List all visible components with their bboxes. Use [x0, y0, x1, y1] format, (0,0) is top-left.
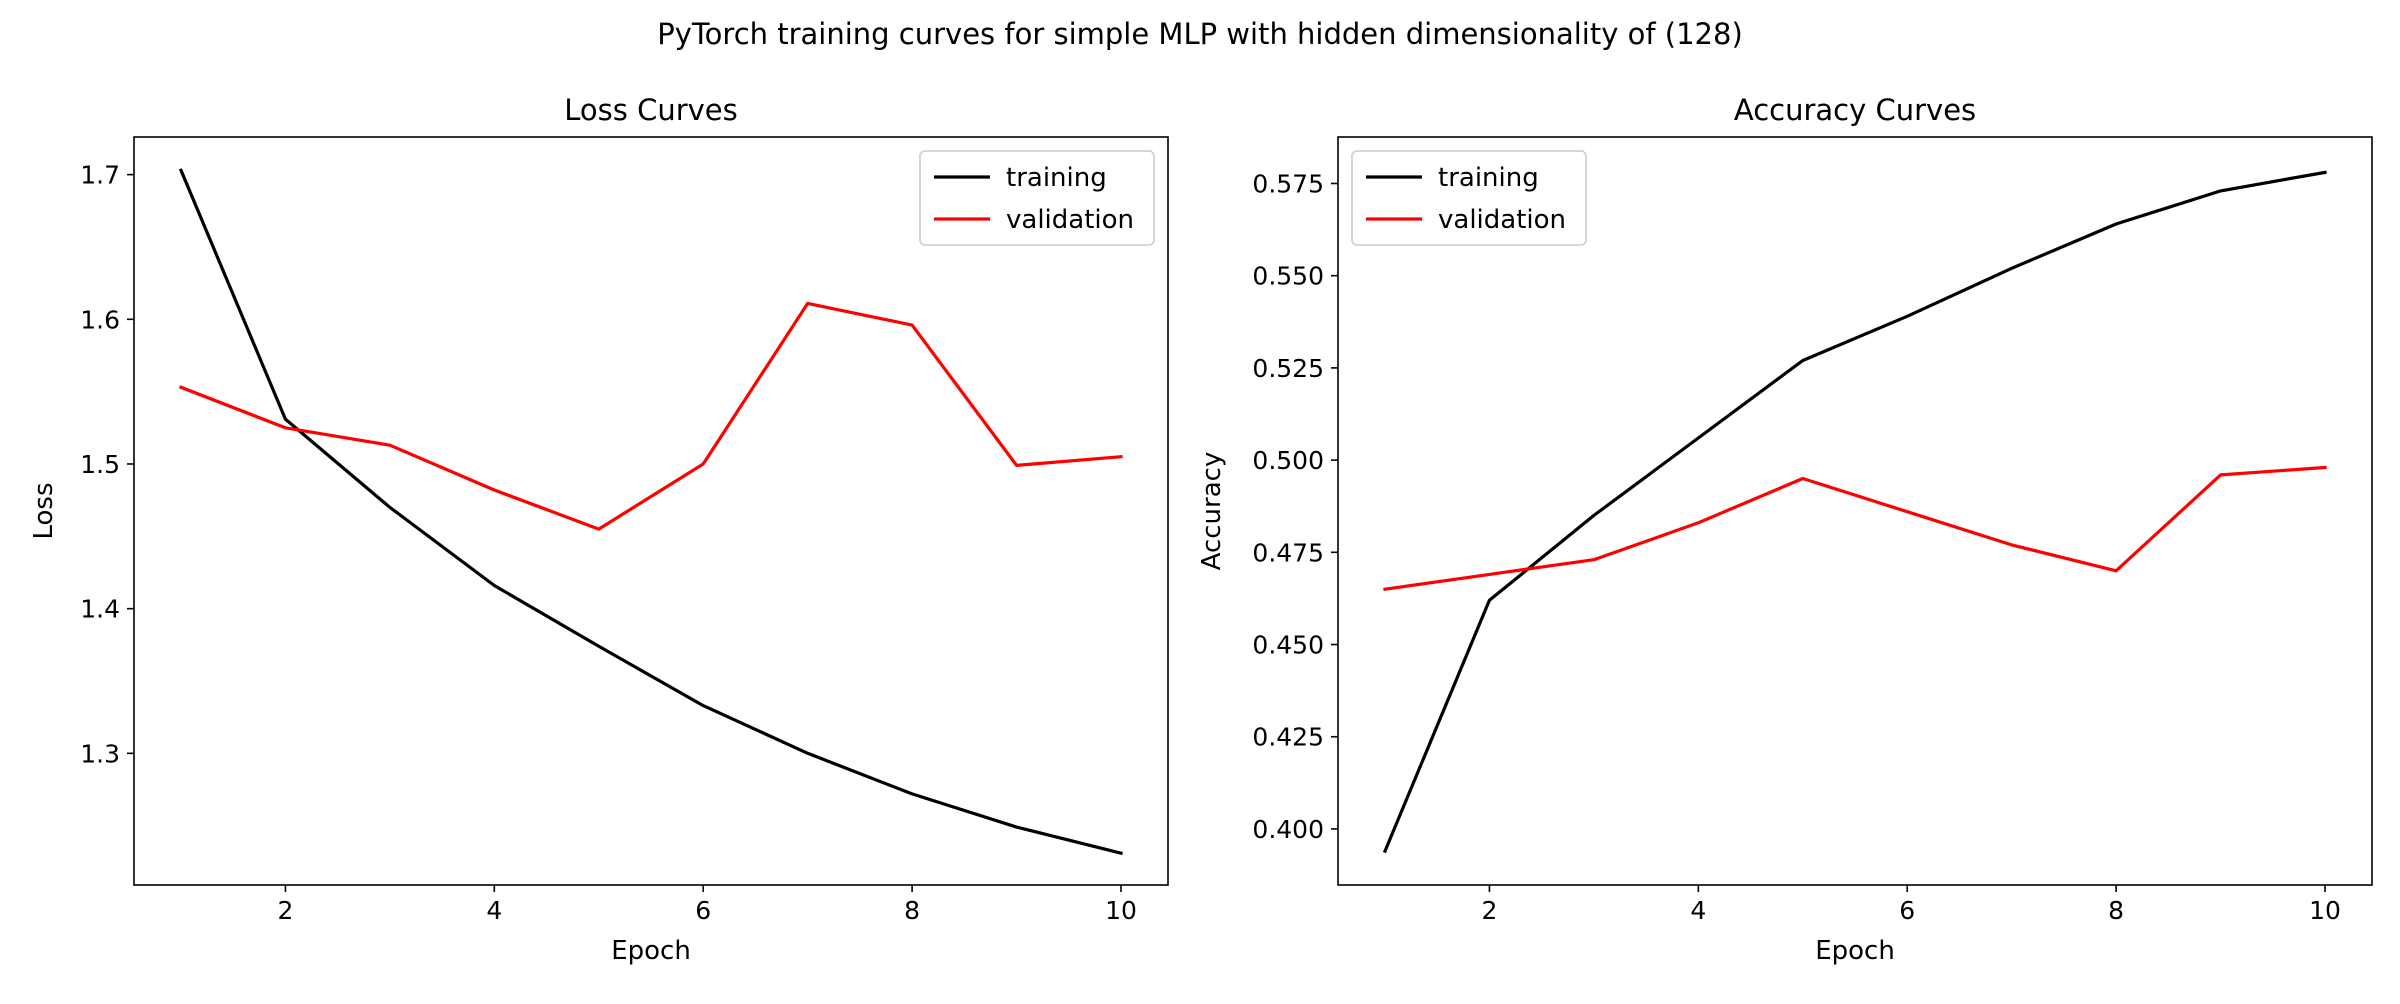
accuracy-legend-label-training: training: [1438, 163, 1539, 193]
accuracy-x-tick-label: 10: [2309, 896, 2341, 925]
accuracy-series-training-line: [1382, 170, 2327, 854]
loss-x-tick-label: 2: [277, 896, 293, 925]
accuracy-y-tick-label: 0.425: [1252, 723, 1324, 752]
accuracy-series-validation-line: [1383, 465, 2327, 592]
accuracy-legend-label-validation: validation: [1438, 205, 1566, 235]
accuracy-x-tick-label: 4: [1690, 896, 1706, 925]
figure-suptitle: PyTorch training curves for simple MLP w…: [657, 17, 1743, 51]
loss-x-tick-label: 4: [486, 896, 502, 925]
accuracy-plot-frame: [1337, 136, 2373, 886]
loss-plot-frame: [133, 136, 1169, 886]
accuracy-y-axis-label: Accuracy: [1197, 452, 1227, 571]
loss-x-tick-label: 6: [695, 896, 711, 925]
loss-y-tick-label: 1.3: [80, 739, 120, 768]
accuracy-x-tick-label: 2: [1481, 896, 1497, 925]
accuracy-x-axis-label: Epoch: [1815, 936, 1895, 966]
loss-chart-title: Loss Curves: [564, 93, 738, 127]
accuracy-legend: training validation: [1351, 150, 1587, 246]
accuracy-y-tick-label: 0.400: [1252, 815, 1324, 844]
loss-y-tick-label: 1.6: [80, 305, 120, 334]
accuracy-y-tick-label: 0.550: [1252, 262, 1324, 291]
accuracy-y-tick-label: 0.500: [1252, 446, 1324, 475]
loss-legend-label-training: training: [1006, 163, 1107, 193]
loss-x-tick-label: 10: [1105, 896, 1137, 925]
accuracy-chart-title: Accuracy Curves: [1734, 93, 1976, 127]
accuracy-chart: Accuracy Curves 2 4 6 8 10 0.400 0.425 0.450 0.47…: [1197, 93, 2373, 966]
accuracy-y-tick-label: 0.575: [1252, 169, 1324, 198]
accuracy-legend-box: [1351, 150, 1587, 246]
loss-y-tick-label: 1.4: [80, 595, 120, 624]
loss-y-tick-label: 1.5: [80, 450, 120, 479]
loss-series-training-line: [178, 168, 1123, 856]
loss-legend-box: [919, 150, 1155, 246]
accuracy-x-tick-label: 6: [1899, 896, 1915, 925]
loss-legend-label-validation: validation: [1006, 205, 1134, 235]
loss-y-tick-label: 1.7: [80, 161, 120, 190]
loss-x-axis-label: Epoch: [611, 936, 691, 966]
accuracy-x-tick-label: 8: [2108, 896, 2124, 925]
accuracy-y-tick-label: 0.450: [1252, 631, 1324, 660]
loss-legend: training validation: [919, 150, 1155, 246]
loss-chart: Loss Curves 2 4 6 8 10 1.3 1.4 1.5 1.6 1.7 Epoch Los…: [29, 93, 1169, 966]
loss-y-axis-label: Loss: [29, 482, 59, 539]
accuracy-y-tick-label: 0.525: [1252, 354, 1324, 383]
loss-series-validation-line: [178, 301, 1123, 531]
accuracy-y-tick-label: 0.475: [1252, 538, 1324, 567]
loss-x-tick-label: 8: [904, 896, 920, 925]
